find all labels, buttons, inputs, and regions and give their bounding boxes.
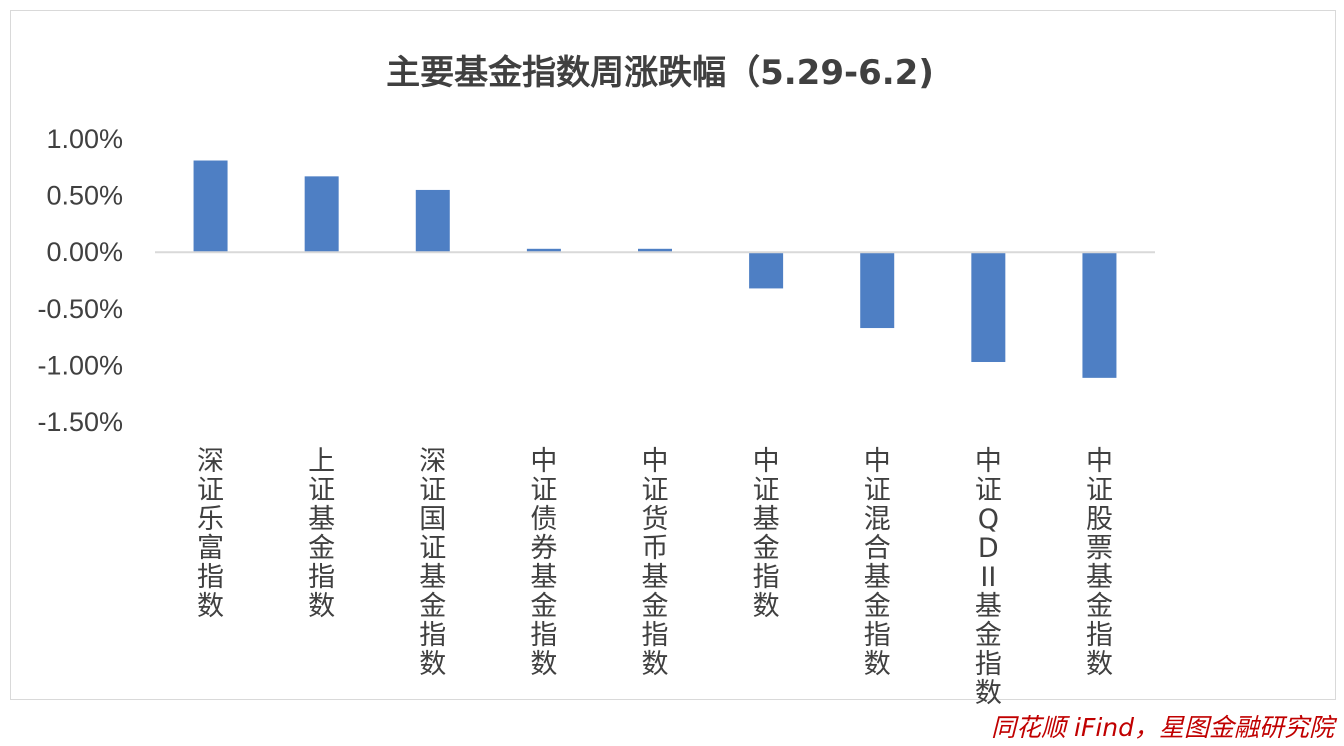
y-tick-label: 0.50% (46, 181, 123, 211)
y-tick-label: -1.50% (37, 407, 123, 437)
y-tick-label: 0.00% (46, 237, 123, 267)
x-category-label: 中证 Q D II 基金指数 (975, 446, 1002, 709)
bar (749, 252, 784, 289)
source-note: 同花顺 iFind，星图金融研究院 (991, 713, 1334, 742)
y-axis: 1.00% 0.50% 0.00% -0.50% -1.00% -1.50% (37, 124, 123, 437)
x-category-label: 中证混合基金指数 (864, 446, 891, 680)
y-tick-label: 1.00% (46, 124, 123, 154)
bar (193, 160, 228, 253)
x-axis: 深证乐富指数 上证基金指数 深证国证基金指数 中证债券基金指数 中证货币基金指数 中证基金… (197, 446, 1113, 709)
bar (415, 189, 450, 253)
bar (1082, 252, 1117, 378)
chart-title: 主要基金指数周涨跌幅（5.29-6.2) (386, 53, 934, 93)
y-tick-label: -1.00% (37, 350, 123, 380)
bar (304, 176, 339, 253)
bar (526, 248, 561, 253)
x-category-label: 上证基金指数 (308, 446, 335, 622)
bar (638, 248, 672, 253)
x-category-label: 中证货币基金指数 (642, 446, 669, 680)
x-category-label: 深证乐富指数 (197, 446, 224, 622)
x-category-label: 中证基金指数 (753, 446, 780, 622)
x-category-label: 中证债券基金指数 (530, 446, 557, 680)
bars (193, 160, 1117, 378)
y-tick-label: -0.50% (37, 294, 123, 324)
bar (860, 252, 895, 329)
bar (971, 252, 1006, 363)
x-category-label: 中证股票基金指数 (1086, 446, 1113, 680)
x-category-label: 深证国证基金指数 (419, 446, 446, 680)
